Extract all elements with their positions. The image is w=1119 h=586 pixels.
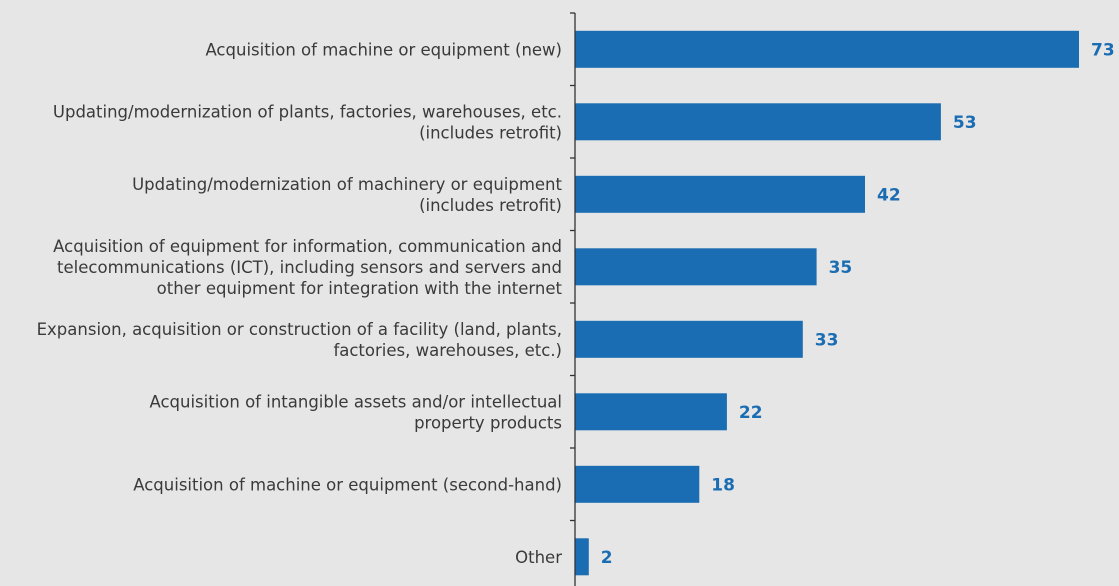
category-label-4: Acquisition of equipment for information… (53, 237, 562, 298)
y-axis (570, 12, 576, 586)
category-label-2: Updating/modernization of plants, factor… (53, 102, 562, 142)
category-label-6: Acquisition of intangible assets and/or … (149, 392, 562, 432)
bar-2 (575, 103, 941, 141)
bar-3 (575, 175, 865, 213)
category-label-5: Expansion, acquisition or construction o… (37, 320, 562, 360)
bars-group (575, 30, 1079, 576)
bar-4 (575, 248, 817, 286)
value-label-3: 42 (877, 185, 901, 205)
category-label-3: Updating/modernization of machinery or e… (132, 175, 562, 215)
bar-8 (575, 538, 589, 576)
category-labels-group: Acquisition of machine or equipment (new… (37, 40, 563, 567)
value-label-6: 22 (739, 403, 763, 423)
value-label-4: 35 (829, 258, 853, 278)
bar-7 (575, 465, 700, 503)
value-labels-group: 73 53 42 35 33 22 18 2 (601, 40, 1115, 568)
value-label-7: 18 (711, 475, 735, 495)
bar-1 (575, 30, 1079, 68)
value-label-2: 53 (953, 113, 977, 133)
category-label-7: Acquisition of machine or equipment (sec… (133, 475, 562, 494)
value-label-8: 2 (601, 548, 613, 568)
value-label-5: 33 (815, 330, 839, 350)
category-label-8: Other (515, 548, 562, 567)
bar-5 (575, 320, 803, 358)
bar-6 (575, 393, 727, 431)
value-label-1: 73 (1091, 40, 1115, 60)
category-label-1: Acquisition of machine or equipment (new… (205, 40, 562, 59)
